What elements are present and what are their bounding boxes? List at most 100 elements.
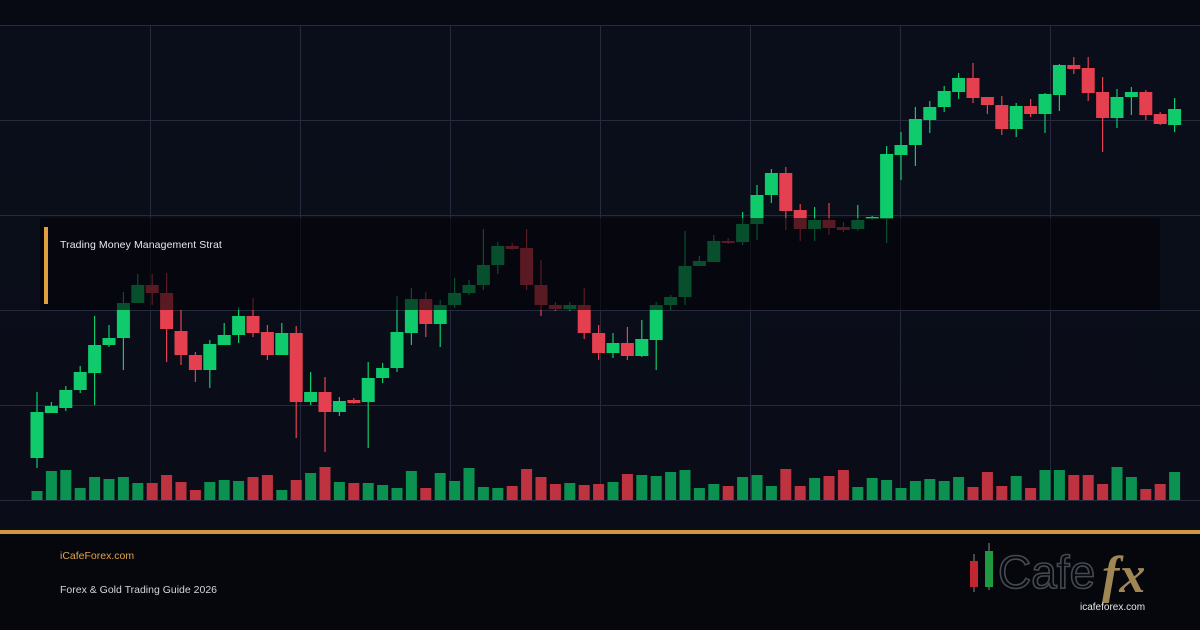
overlay-title: Trading Money Management Strat <box>60 239 222 251</box>
volume-bar <box>45 471 57 500</box>
volume-bar <box>578 485 590 500</box>
logo-text-main: Cafe <box>998 546 1095 598</box>
candle-body <box>332 401 346 412</box>
candle-body <box>1153 114 1167 124</box>
site-name-link[interactable]: iCafeForex.com <box>60 550 135 562</box>
candle-body <box>88 345 102 373</box>
candle-body <box>620 343 634 356</box>
volume-bar <box>506 486 518 500</box>
volume-bar <box>708 484 720 500</box>
gold-divider <box>0 530 1200 534</box>
candle-body <box>1096 92 1110 118</box>
volume-bar <box>333 482 345 500</box>
volume-bar <box>204 482 216 500</box>
volume-bar <box>636 475 648 500</box>
volume-bar <box>117 477 129 500</box>
footer <box>0 534 1200 630</box>
volume-bar <box>492 488 504 500</box>
volume-bar <box>1169 472 1181 500</box>
volume-bar <box>348 483 360 500</box>
volume-bar <box>189 490 201 500</box>
candle-body <box>649 305 663 340</box>
volume-bar <box>809 478 821 500</box>
volume-bar <box>837 470 849 500</box>
candle-body <box>750 195 764 224</box>
volume-bar <box>31 491 43 500</box>
candle-body <box>347 400 361 403</box>
candle-body <box>376 368 390 378</box>
volume-bar <box>1053 470 1065 500</box>
candle-body <box>73 372 87 390</box>
volume-bar <box>233 481 245 500</box>
candle-body <box>289 333 303 402</box>
volume-bar <box>967 487 979 500</box>
volume-bar <box>765 486 777 500</box>
volume-bar <box>737 477 749 500</box>
candle-body <box>361 378 375 402</box>
volume-bar <box>161 475 173 500</box>
candle-body <box>188 355 202 370</box>
volume-bar <box>938 481 950 500</box>
volume-bar <box>477 487 489 500</box>
candle-body <box>1052 65 1066 95</box>
candle-body <box>995 105 1009 129</box>
candle-body <box>1124 92 1138 97</box>
volume-bar <box>377 485 389 500</box>
candle-body <box>908 119 922 145</box>
candle-body <box>606 343 620 353</box>
volume-bar <box>924 479 936 500</box>
candle-body <box>30 412 44 458</box>
title-overlay-box <box>40 218 1160 310</box>
volume-bar <box>463 468 475 500</box>
candle-body <box>1168 109 1182 125</box>
volume-bar <box>521 469 533 500</box>
volume-bar <box>1125 477 1137 500</box>
volume-bar <box>722 486 734 500</box>
volume-bar <box>74 488 86 500</box>
volume-bar <box>823 476 835 500</box>
candle-body <box>923 107 937 120</box>
candle-body <box>1139 92 1153 115</box>
cafefx-logo: Cafe fx <box>960 538 1190 618</box>
candle-body <box>203 344 217 370</box>
volume-bar <box>405 471 417 500</box>
volume-bar <box>1025 488 1037 500</box>
volume-bar <box>794 486 806 500</box>
candle-body <box>937 91 951 107</box>
candle-body <box>779 173 793 211</box>
overlay-accent-bar <box>44 227 48 304</box>
candle-body <box>980 97 994 105</box>
candle-body <box>764 173 778 195</box>
volume-bar <box>780 469 792 500</box>
candles-logo-icon <box>970 543 993 592</box>
volume-bar <box>247 477 259 500</box>
candle-body <box>577 305 591 333</box>
volume-bar <box>665 472 677 500</box>
candle-body <box>390 332 404 368</box>
guide-title: Forex & Gold Trading Guide 2026 <box>60 584 218 596</box>
candle-body <box>1081 68 1095 93</box>
candle-body <box>1067 65 1081 69</box>
volume-bar <box>593 484 605 500</box>
candle-body <box>1110 97 1124 118</box>
volume-bar <box>881 480 893 500</box>
volume-bar <box>852 487 864 500</box>
volume-bar <box>621 474 633 500</box>
candle-body <box>966 78 980 98</box>
candle-body <box>246 316 260 333</box>
volume-bar <box>1039 470 1051 500</box>
volume-bar <box>391 488 403 500</box>
volume-bar <box>290 480 302 500</box>
candle-body <box>318 392 332 412</box>
volume-bar <box>1154 484 1166 500</box>
volume-bar <box>751 475 763 500</box>
volume-bar <box>218 480 230 500</box>
volume-bar <box>1068 475 1080 500</box>
volume-bar <box>276 490 288 500</box>
volume-bar <box>1111 467 1123 500</box>
volume-bar <box>175 482 187 500</box>
candle-body <box>59 390 73 408</box>
volume-bar <box>549 484 561 500</box>
volume-bar <box>607 482 619 500</box>
volume-bar <box>679 470 691 500</box>
